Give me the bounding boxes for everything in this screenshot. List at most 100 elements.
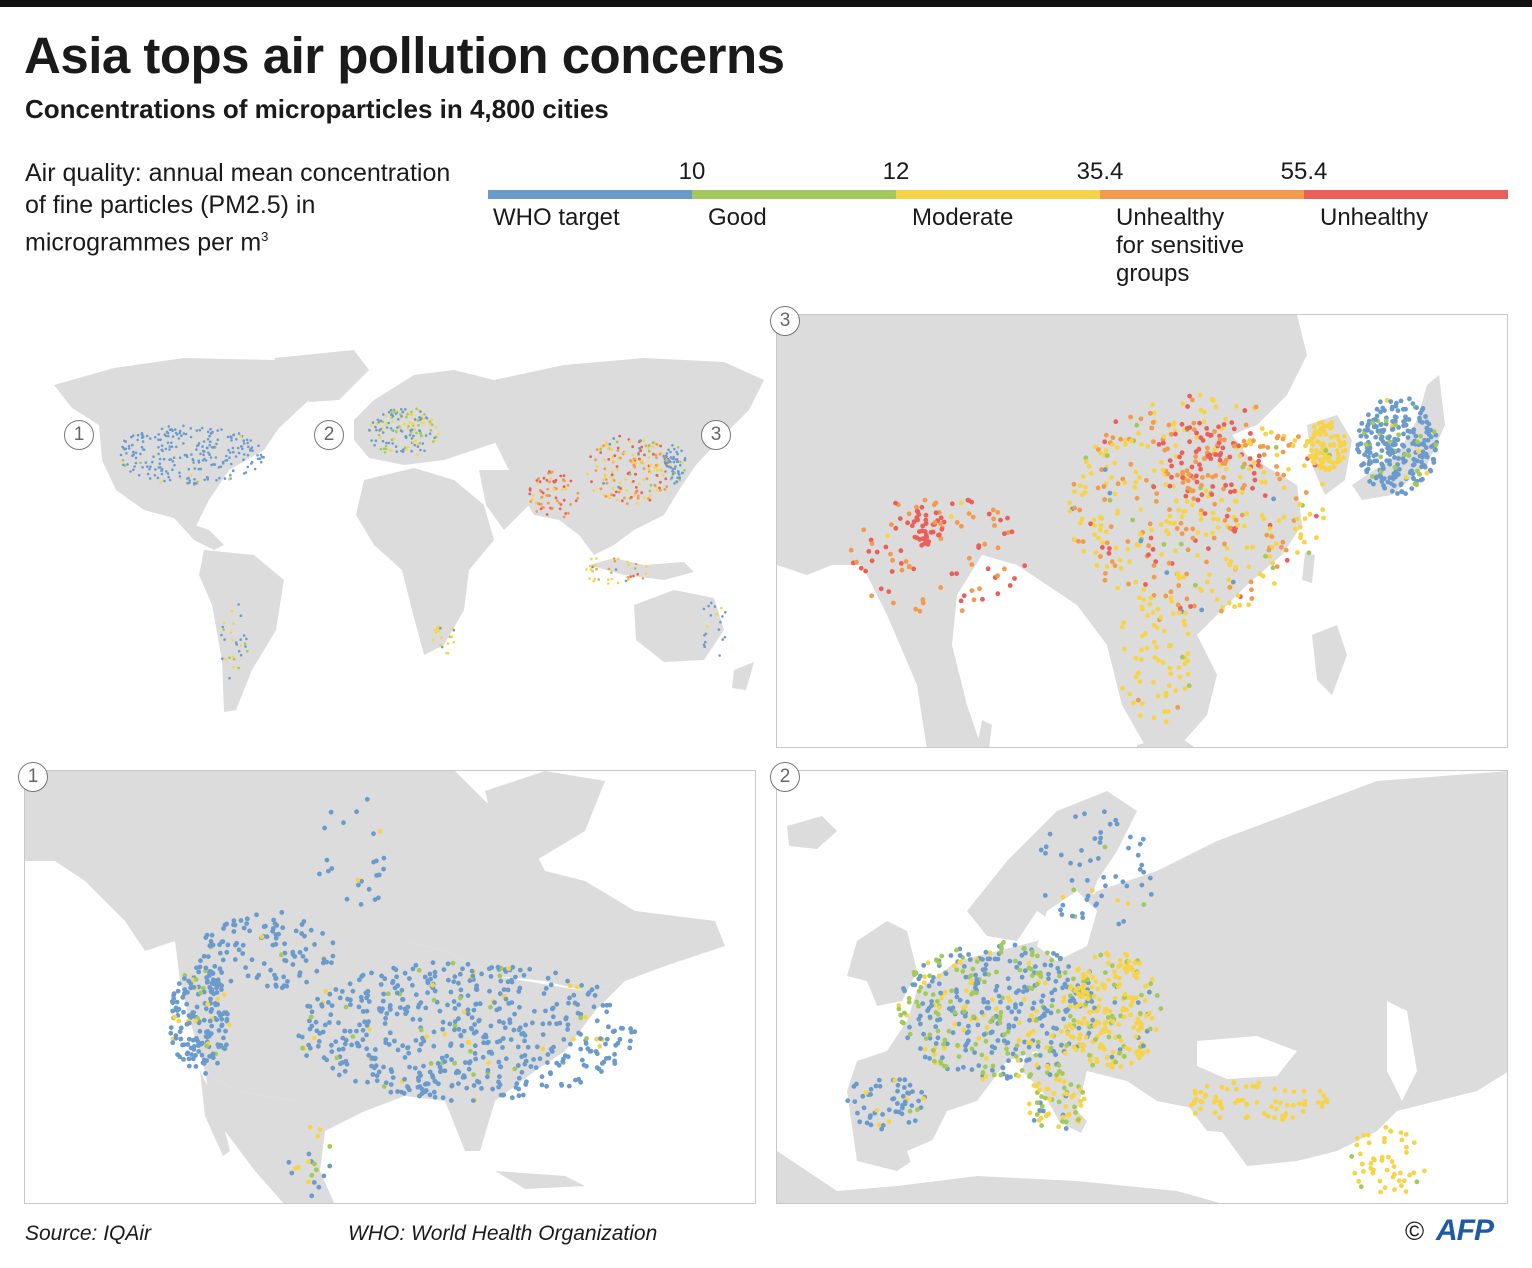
city-dot [1138, 538, 1144, 544]
city-dot [253, 467, 257, 471]
city-dot [1035, 970, 1040, 976]
city-dot [610, 448, 613, 451]
city-dot [225, 454, 228, 458]
city-dot [1185, 404, 1190, 409]
city-dot [231, 929, 237, 934]
city-dot [941, 519, 947, 525]
city-dot [1301, 1088, 1307, 1094]
city-dot [166, 441, 170, 445]
city-dot [1191, 1099, 1197, 1105]
city-dot [374, 439, 378, 442]
city-dot [1204, 559, 1209, 565]
city-dot [1155, 606, 1161, 612]
city-dot [1198, 1106, 1203, 1112]
city-dot [1215, 525, 1221, 530]
city-dot [614, 568, 618, 571]
city-dot [998, 1072, 1004, 1078]
city-dot [409, 431, 413, 434]
city-dot [957, 997, 963, 1003]
city-dot [1392, 455, 1397, 460]
city-dot [566, 484, 570, 487]
city-dot [1392, 1171, 1397, 1177]
city-dot [1093, 902, 1099, 908]
city-dot [276, 931, 281, 937]
city-dot [185, 1042, 191, 1047]
city-dot [1158, 615, 1164, 620]
city-dot [433, 1079, 438, 1084]
city-dot [898, 1012, 904, 1018]
city-dot [273, 935, 279, 941]
city-dot [1150, 547, 1156, 552]
city-dot [868, 1092, 873, 1097]
city-dot [1222, 541, 1227, 547]
city-dot [655, 473, 659, 477]
city-dot [888, 551, 893, 557]
city-dot [975, 980, 981, 986]
city-dot [932, 1058, 937, 1064]
city-dot [371, 831, 376, 837]
city-dot [1081, 548, 1086, 554]
city-dot [998, 517, 1003, 523]
city-dot [938, 990, 943, 996]
city-dot [393, 967, 399, 973]
city-dot [203, 457, 206, 461]
city-dot [432, 973, 438, 979]
city-dot [241, 447, 244, 451]
city-dot [1143, 1013, 1149, 1019]
city-dot [1151, 439, 1156, 445]
city-dot [597, 1043, 603, 1049]
city-dot [558, 501, 561, 505]
city-dot [998, 1010, 1004, 1015]
city-dot [1392, 436, 1398, 442]
city-dot [190, 453, 193, 456]
city-dot [364, 995, 369, 1001]
city-dot [249, 449, 252, 452]
city-dot [1359, 1161, 1365, 1167]
city-dot [598, 1036, 603, 1041]
city-dot [167, 434, 170, 438]
city-dot [1042, 1013, 1047, 1018]
city-dot [1035, 1044, 1041, 1049]
city-dot [228, 978, 234, 984]
city-dot [1267, 554, 1272, 559]
world-map: 1 2 3 [24, 340, 764, 720]
city-dot [250, 460, 254, 464]
city-dot [539, 502, 543, 506]
city-dot [488, 1023, 494, 1029]
city-dot [1419, 420, 1425, 425]
city-dot [429, 429, 433, 432]
city-dot [972, 1050, 977, 1055]
city-dot [257, 444, 260, 447]
city-dot [1019, 1068, 1025, 1073]
city-dot [1065, 1031, 1070, 1036]
city-dot [423, 1005, 429, 1011]
city-dot [1226, 507, 1232, 512]
city-dot [592, 489, 596, 492]
city-dot [952, 1010, 958, 1015]
city-dot [1411, 1170, 1417, 1176]
city-dot [1022, 1039, 1027, 1045]
city-dot [228, 456, 231, 459]
city-dot [1141, 869, 1147, 875]
new-zealand-land [732, 662, 754, 690]
city-dot [410, 1016, 416, 1022]
city-dot [468, 1048, 473, 1054]
city-dot [1366, 412, 1371, 418]
city-dot [664, 477, 668, 481]
city-dot [1072, 489, 1077, 494]
city-dot [1068, 1034, 1074, 1039]
city-dot [704, 640, 707, 644]
city-dot [407, 445, 410, 448]
city-dot [194, 1004, 200, 1010]
city-dot [242, 634, 246, 637]
city-dot [568, 1041, 573, 1047]
city-dot [418, 1027, 424, 1033]
city-dot [424, 1034, 429, 1040]
city-dot [1398, 1170, 1403, 1176]
city-dot [401, 410, 405, 414]
city-dot [1133, 1034, 1139, 1039]
city-dot [1030, 1006, 1036, 1011]
city-dot [1071, 976, 1076, 982]
city-dot [1248, 579, 1254, 585]
city-dot [1137, 867, 1143, 872]
